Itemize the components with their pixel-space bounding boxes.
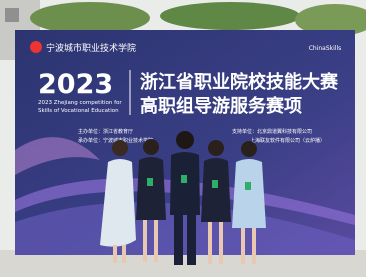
english-line2: Skills of Vocational Education bbox=[38, 108, 119, 114]
window bbox=[5, 8, 19, 22]
tree bbox=[30, 2, 150, 34]
organizer: 上海联友软件有限公司（云炉播） bbox=[250, 137, 325, 144]
school-logo bbox=[30, 41, 42, 53]
tree bbox=[160, 2, 300, 30]
title-line2: 高职组导游服务赛项 bbox=[140, 95, 302, 117]
organizer: 支持单位：北京鼎道翼科技有限公司 bbox=[232, 128, 312, 135]
body: 宁波城市职业技术学院 ChinaSkills 2023 浙江省职业院校技能大赛 … bbox=[0, 0, 366, 277]
title-line1: 浙江省职业院校技能大赛 bbox=[140, 71, 339, 93]
logo-right: ChinaSkills bbox=[309, 45, 342, 52]
english-line1: 2023 Zhejiang competition for bbox=[38, 100, 122, 106]
year: 2023 bbox=[38, 69, 113, 100]
page: Photo {"banner": { "school": "宁波城市职业技术学院… bbox=[0, 0, 366, 277]
organizer: 主办单位：浙江省教育厅 bbox=[78, 128, 133, 135]
school-name: 宁波城市职业技术学院 bbox=[46, 42, 136, 54]
photo: 宁波城市职业技术学院 ChinaSkills 2023 浙江省职业院校技能大赛 … bbox=[0, 0, 366, 277]
